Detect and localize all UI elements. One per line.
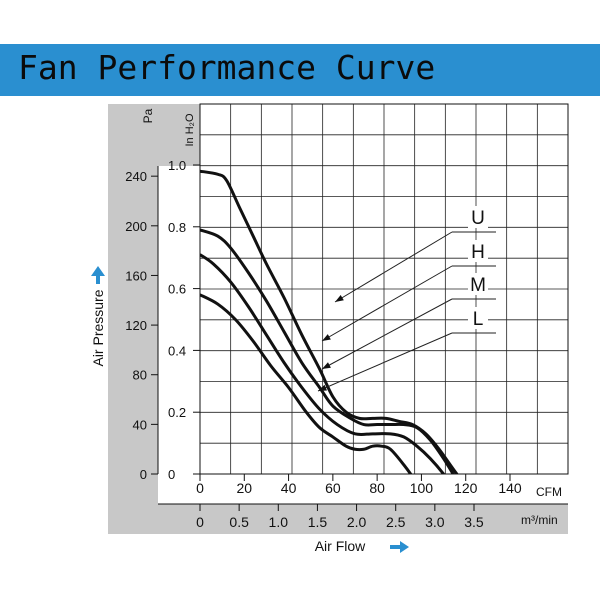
inh2o-tick-label: 0.4 [168, 343, 186, 358]
legend-arrowhead [335, 295, 344, 302]
legend-label-M: M [470, 275, 486, 296]
m3-tick-label: 1.0 [269, 514, 289, 530]
legend-label-bg [468, 240, 488, 262]
m3-tick-label: 2.0 [347, 514, 367, 530]
m3-unit-label: m³/min [521, 513, 558, 527]
cfm-tick-label: 140 [498, 480, 522, 496]
m3-tick-label: 3.0 [425, 514, 445, 530]
legend-arrowhead [322, 334, 331, 341]
legend-label-bg [468, 273, 488, 295]
cfm-tick-label: 120 [454, 480, 478, 496]
inh2o-tick-label: 1.0 [168, 158, 186, 173]
cfm-tick-label: 0 [196, 480, 204, 496]
legend-leader-line [321, 265, 453, 342]
pa-unit-label: Pa [141, 108, 155, 123]
title-banner: Fan Performance Curve [0, 44, 600, 96]
legend-label-H: H [471, 242, 485, 263]
legend-arrowhead [318, 384, 327, 391]
pa-tick-label: 240 [125, 169, 147, 184]
m3-tick-label: 0 [196, 514, 204, 530]
y-axis-arrow-icon [91, 266, 105, 284]
page-title: Fan Performance Curve [18, 48, 436, 87]
pa-tick-label: 0 [140, 467, 147, 482]
cfm-unit-label: CFM [536, 485, 562, 499]
inh2o-axis-band [158, 104, 200, 166]
inh2o-tick-label: 0 [168, 467, 175, 482]
pa-tick-label: 160 [125, 268, 147, 283]
cfm-tick-label: 40 [281, 480, 297, 496]
cfm-tick-label: 100 [410, 480, 434, 496]
curve-U [200, 169, 459, 474]
x-axis-arrow-icon [390, 541, 409, 553]
curve-M [200, 253, 446, 474]
y-axis-title: Air Pressure [90, 289, 106, 366]
pa-tick-label: 40 [133, 417, 147, 432]
legend-leader-line [334, 231, 453, 303]
legend-arrowhead [322, 362, 331, 369]
pa-axis-band [108, 104, 158, 534]
inh2o-axis-panel [158, 166, 200, 474]
curve-L [200, 293, 413, 474]
cfm-tick-label: 60 [325, 480, 341, 496]
legend-label-bg [468, 307, 488, 329]
inh2o-unit-label: In H₂O [184, 113, 196, 146]
legend-label-bg [468, 206, 488, 228]
m3-tick-label: 3.5 [464, 514, 484, 530]
inh2o-tick-label: 0.8 [168, 220, 186, 235]
cfm-axis-panel [158, 474, 568, 504]
inh2o-tick-label: 0.2 [168, 405, 186, 420]
x-axis-title: Air Flow [315, 538, 366, 554]
legend-label-L: L [473, 309, 484, 330]
cfm-tick-label: 80 [369, 480, 385, 496]
cfm-tick-label: 20 [236, 480, 252, 496]
curve-H [200, 228, 455, 474]
m3-tick-label: 1.5 [308, 514, 328, 530]
inh2o-tick-label: 0.6 [168, 282, 186, 297]
legend-leader-line [317, 332, 453, 392]
pa-tick-label: 80 [133, 368, 147, 383]
legend-label-U: U [471, 208, 485, 229]
legend-leader-line [321, 298, 453, 370]
pa-tick-label: 200 [125, 219, 147, 234]
m3-tick-label: 0.5 [229, 514, 249, 530]
pa-tick-label: 120 [125, 318, 147, 333]
m3-tick-label: 2.5 [386, 514, 406, 530]
